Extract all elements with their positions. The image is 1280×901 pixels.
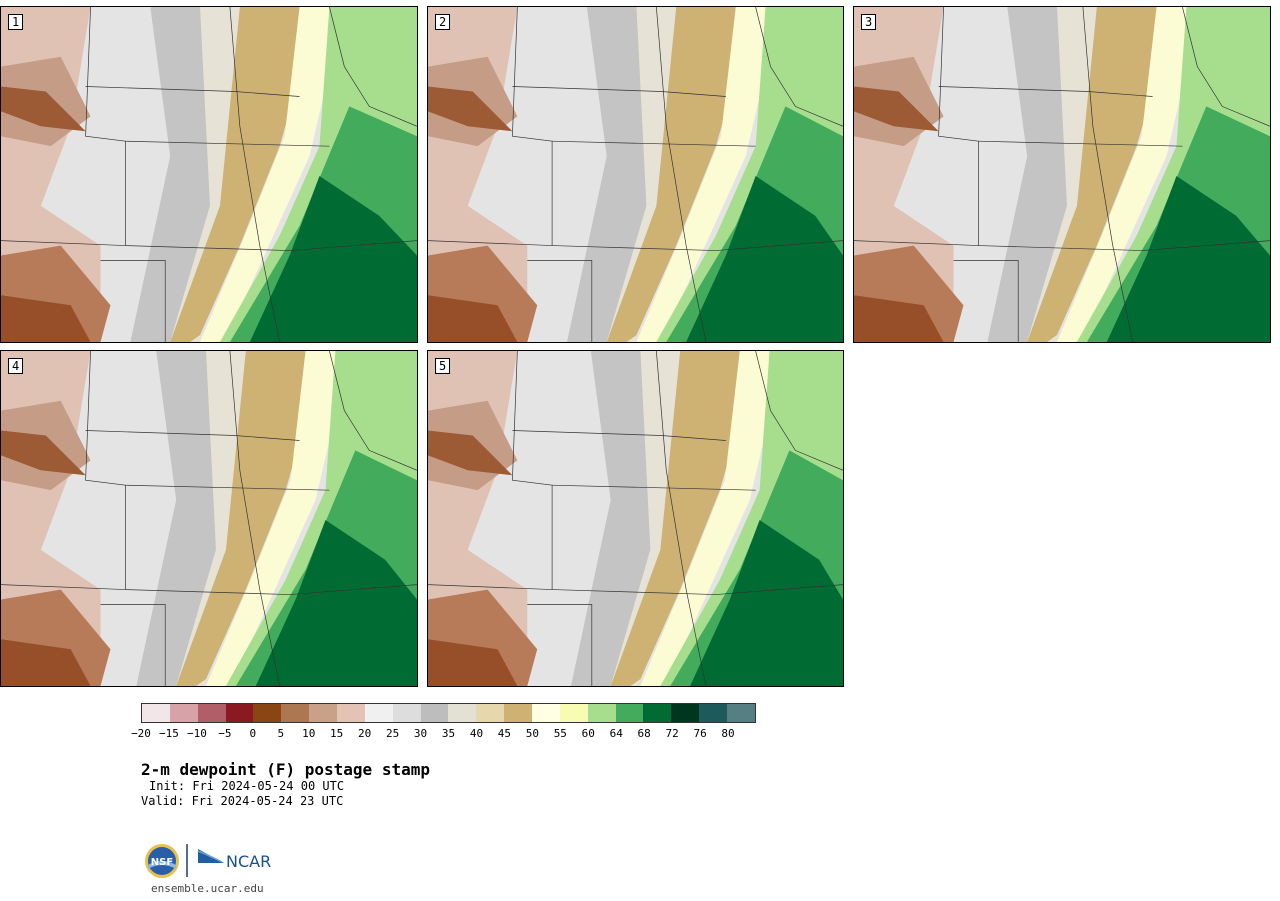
colorbar-swatch xyxy=(727,704,755,722)
colorbar-swatch xyxy=(615,704,644,722)
colorbar-swatch xyxy=(142,704,170,722)
svg-text:NCAR: NCAR xyxy=(226,852,271,871)
colorbar-swatch xyxy=(225,704,254,722)
colorbar-swatch xyxy=(197,704,226,722)
colorbar-swatch xyxy=(504,704,533,722)
colorbar-swatch xyxy=(281,704,310,722)
colorbar-tick-label: −5 xyxy=(218,727,232,740)
colorbar-swatch xyxy=(392,704,421,722)
nsf-logo-icon: NSF xyxy=(145,844,179,878)
colorbar-swatch xyxy=(253,704,282,722)
colorbar-swatch xyxy=(643,704,672,722)
colorbar-tick-label: 35 xyxy=(441,727,456,740)
colorbar-swatch xyxy=(671,704,700,722)
ensemble-member-map-1: 1 xyxy=(0,6,418,343)
colorbar-swatch xyxy=(448,704,477,722)
colorbar-tick-label: 50 xyxy=(525,727,539,740)
panel-number-label: 3 xyxy=(861,14,877,30)
colorbar-swatch xyxy=(587,704,616,722)
init-time: Init: Fri 2024-05-24 00 UTC xyxy=(149,779,345,793)
colorbar-swatch xyxy=(420,704,449,722)
panel-number-label: 5 xyxy=(435,358,451,374)
colorbar-tick-label: 40 xyxy=(469,727,484,740)
colorbar-tick-label: −20 xyxy=(131,727,151,740)
colorbar-tick-label: 64 xyxy=(609,727,623,740)
colorbar-swatch xyxy=(532,704,560,722)
colorbar-tick-label: 15 xyxy=(330,727,344,740)
colorbar-tick-label: 72 xyxy=(665,727,679,740)
plot-title: 2-m dewpoint (F) postage stamp xyxy=(141,760,430,779)
colorbar-swatch xyxy=(364,704,393,722)
valid-time: Valid: Fri 2024-05-24 23 UTC xyxy=(141,794,344,808)
colorbar-swatch xyxy=(309,704,338,722)
colorbar-tick-label: −15 xyxy=(159,727,179,740)
colorbar-tick-label: 10 xyxy=(302,727,316,740)
colorbar-tick-label: 76 xyxy=(693,727,707,740)
ncar-logo-icon: NCAR xyxy=(197,849,271,871)
svg-text:NSF: NSF xyxy=(151,857,173,868)
colorbar-tick-label: 80 xyxy=(721,727,735,740)
panel-number-label: 4 xyxy=(8,358,24,374)
ensemble-member-map-3: 3 xyxy=(853,6,1271,343)
colorbar-tick-label: 68 xyxy=(637,727,651,740)
colorbar-tick-label: 0 xyxy=(249,727,257,740)
colorbar-swatch xyxy=(337,704,365,722)
panel-number-label: 2 xyxy=(435,14,451,30)
colorbar-swatch xyxy=(169,704,198,722)
colorbar-tick-label: 20 xyxy=(358,727,372,740)
colorbar-tick-label: 45 xyxy=(497,727,512,740)
ensemble-member-map-4: 4 xyxy=(0,350,418,687)
colorbar-tick-label: 25 xyxy=(385,727,400,740)
panel-number-label: 1 xyxy=(8,14,24,30)
colorbar-tick-label: 5 xyxy=(277,727,285,740)
nsf-ncar-logos: NSF NCAR xyxy=(144,843,274,881)
colorbar-tick-label: −10 xyxy=(186,727,207,740)
colorbar-swatch xyxy=(559,704,588,722)
colorbar-tick-label: 60 xyxy=(581,727,595,740)
website-url: ensemble.ucar.edu xyxy=(151,882,264,895)
ensemble-member-map-2: 2 xyxy=(427,6,844,343)
colorbar-swatch xyxy=(476,704,505,722)
ensemble-member-map-5: 5 xyxy=(427,350,844,687)
dewpoint-colorbar xyxy=(141,703,756,723)
colorbar-swatch xyxy=(699,704,728,722)
colorbar-tick-label: 55 xyxy=(553,727,567,740)
colorbar-tick-label: 30 xyxy=(413,727,428,740)
